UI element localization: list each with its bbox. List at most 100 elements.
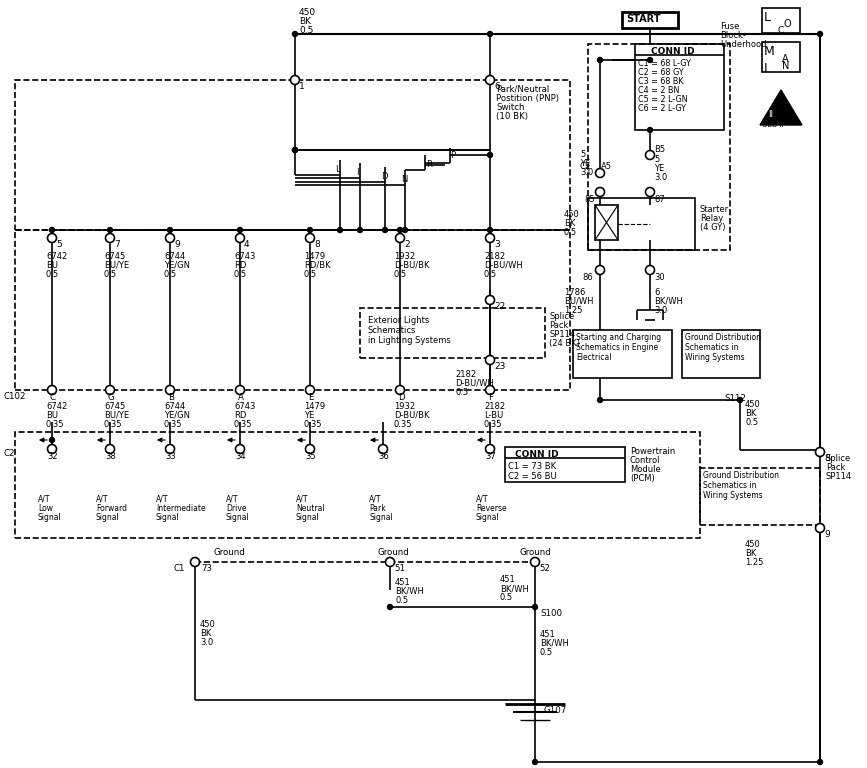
Text: Exterior Lights: Exterior Lights — [368, 316, 429, 325]
Bar — [15, 80, 570, 230]
Text: YE: YE — [304, 411, 314, 420]
Circle shape — [486, 386, 494, 395]
Text: in Lighting Systems: in Lighting Systems — [368, 336, 451, 345]
Circle shape — [290, 75, 299, 84]
Text: A/T: A/T — [226, 495, 238, 504]
Circle shape — [597, 398, 603, 402]
Text: BK/WH: BK/WH — [540, 639, 569, 648]
Text: Powertrain: Powertrain — [630, 447, 675, 456]
Circle shape — [487, 227, 492, 233]
Text: 5: 5 — [56, 240, 62, 249]
Bar — [573, 330, 672, 378]
Circle shape — [166, 445, 174, 453]
Text: 450: 450 — [745, 400, 760, 409]
Text: Splice: Splice — [549, 312, 574, 321]
Text: 1932: 1932 — [394, 402, 415, 411]
Circle shape — [106, 445, 114, 453]
Text: II: II — [768, 110, 773, 119]
Text: A/T: A/T — [476, 495, 488, 504]
Circle shape — [388, 604, 393, 610]
Text: C: C — [50, 393, 56, 402]
Circle shape — [379, 445, 388, 453]
Text: C2: C2 — [3, 449, 15, 458]
Circle shape — [48, 445, 56, 453]
Text: 6743: 6743 — [234, 402, 256, 411]
Circle shape — [816, 448, 825, 456]
Text: 36: 36 — [378, 452, 388, 461]
Text: 6: 6 — [654, 288, 660, 297]
Circle shape — [49, 438, 55, 442]
Text: Pack: Pack — [549, 321, 569, 330]
Text: Control: Control — [630, 456, 661, 465]
Text: A/T: A/T — [96, 495, 108, 504]
Text: 0.5: 0.5 — [164, 270, 177, 279]
Text: BK: BK — [745, 409, 756, 418]
Text: Postition (PNP): Postition (PNP) — [496, 94, 559, 103]
Text: C5 = 2 L-GN: C5 = 2 L-GN — [638, 95, 688, 104]
Circle shape — [238, 227, 243, 233]
Text: D-BU/WH: D-BU/WH — [455, 379, 493, 388]
Bar — [15, 230, 570, 390]
Text: P: P — [450, 151, 455, 160]
Text: Schematics in Engine: Schematics in Engine — [576, 343, 658, 352]
Circle shape — [487, 31, 492, 37]
Text: F: F — [488, 393, 493, 402]
Bar — [595, 205, 618, 240]
Text: 0.5: 0.5 — [234, 270, 247, 279]
Text: D-BU/BK: D-BU/BK — [394, 411, 429, 420]
Text: C1 = 73 BK: C1 = 73 BK — [508, 462, 556, 471]
Text: A: A — [238, 393, 244, 402]
Text: 451: 451 — [540, 630, 556, 639]
Text: G107: G107 — [543, 706, 566, 715]
Text: 32: 32 — [47, 452, 57, 461]
Text: 451: 451 — [395, 578, 411, 587]
Text: 450: 450 — [299, 8, 316, 17]
Text: 1: 1 — [299, 82, 304, 91]
Circle shape — [646, 151, 655, 160]
Text: BK/WH: BK/WH — [654, 297, 683, 306]
Text: 87: 87 — [654, 195, 665, 204]
Text: 8: 8 — [824, 454, 830, 463]
Text: Wiring Systems: Wiring Systems — [703, 491, 763, 500]
Text: 3: 3 — [494, 240, 499, 249]
Text: C2: C2 — [580, 162, 591, 171]
Text: CONN ID: CONN ID — [651, 47, 694, 56]
Bar — [588, 198, 695, 250]
Text: 0.5: 0.5 — [46, 270, 59, 279]
Text: 73: 73 — [201, 564, 212, 573]
Circle shape — [48, 386, 56, 395]
Text: 23: 23 — [494, 362, 505, 371]
Text: (10 BK): (10 BK) — [496, 112, 528, 121]
Circle shape — [395, 386, 405, 395]
Text: OBD II: OBD II — [762, 122, 784, 128]
Circle shape — [292, 147, 297, 153]
Circle shape — [486, 445, 494, 453]
Circle shape — [236, 445, 244, 453]
Circle shape — [106, 386, 114, 395]
Circle shape — [236, 386, 244, 395]
Text: 0.5: 0.5 — [455, 388, 468, 397]
Text: BU/YE: BU/YE — [104, 411, 129, 420]
Text: Starter: Starter — [700, 205, 729, 214]
Text: 0.5: 0.5 — [304, 270, 317, 279]
Text: 51: 51 — [394, 564, 405, 573]
Text: 34: 34 — [235, 452, 245, 461]
Text: Switch: Switch — [496, 103, 525, 112]
Text: Underhood: Underhood — [720, 40, 766, 49]
Text: Reverse: Reverse — [476, 504, 506, 513]
Text: 450: 450 — [200, 620, 216, 629]
Circle shape — [596, 168, 604, 177]
Text: RD/BK: RD/BK — [304, 261, 330, 270]
Text: C1: C1 — [174, 564, 186, 573]
Text: S112: S112 — [724, 394, 746, 403]
Text: Ground: Ground — [520, 548, 551, 557]
Circle shape — [486, 75, 494, 84]
Text: Park/Neutral: Park/Neutral — [496, 85, 550, 94]
Text: L: L — [764, 11, 771, 24]
Text: YE: YE — [654, 164, 664, 173]
Text: SP114: SP114 — [826, 472, 852, 481]
Text: BU: BU — [46, 261, 58, 270]
Text: N: N — [782, 61, 789, 71]
Text: 2: 2 — [404, 240, 409, 249]
Text: 450: 450 — [564, 210, 580, 219]
